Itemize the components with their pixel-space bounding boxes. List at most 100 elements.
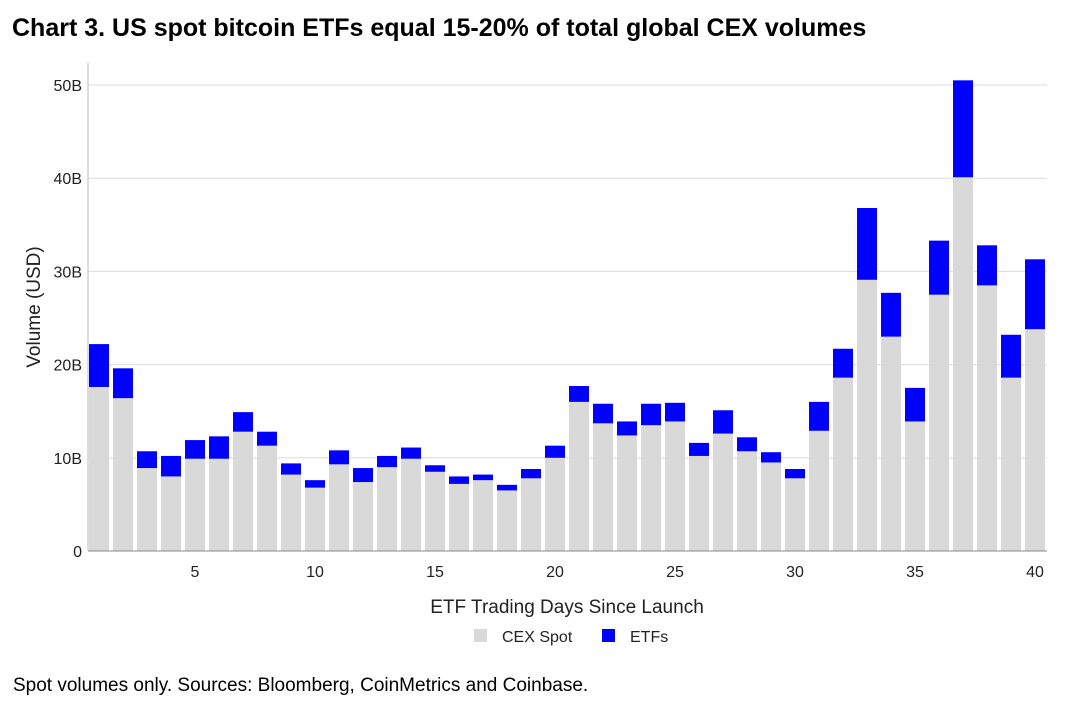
bar-etfs — [161, 455, 181, 477]
bar-etfs — [305, 480, 325, 488]
legend-label: ETFs — [630, 629, 668, 646]
bar-cex-spot — [233, 431, 253, 551]
bar-cex-spot — [209, 458, 229, 551]
bar-etfs — [977, 245, 997, 286]
bar-cex-spot — [833, 377, 853, 551]
y-tick-label: 30B — [54, 264, 82, 281]
bar-etfs — [545, 445, 565, 458]
x-tick-label: 5 — [191, 564, 200, 581]
bar-etfs — [737, 437, 757, 452]
bar-cex-spot — [857, 279, 877, 551]
bar-cex-spot — [257, 445, 277, 551]
bar-cex-spot — [593, 423, 613, 551]
bar-etfs — [641, 403, 661, 426]
bar-etfs — [809, 401, 829, 431]
y-tick-label: 40B — [54, 171, 82, 188]
bar-etfs — [89, 344, 109, 387]
bar-cex-spot — [809, 430, 829, 551]
x-tick-label: 35 — [906, 564, 924, 581]
bar-cex-spot — [113, 398, 133, 551]
bar-cex-spot — [641, 425, 661, 551]
bar-etfs — [329, 450, 349, 465]
y-tick-label: 20B — [54, 358, 82, 375]
x-tick-label: 25 — [666, 564, 684, 581]
bar-etfs — [257, 431, 277, 446]
bar-cex-spot — [569, 401, 589, 551]
legend-swatch — [474, 629, 487, 642]
bar-etfs — [953, 80, 973, 178]
x-tick-label: 40 — [1026, 564, 1044, 581]
bar-cex-spot — [713, 433, 733, 551]
bar-cex-spot — [185, 458, 205, 551]
bar-etfs — [473, 474, 493, 481]
bar-etfs — [137, 451, 157, 469]
bar-etfs — [449, 476, 469, 484]
bar-etfs — [185, 440, 205, 459]
bar-cex-spot — [545, 457, 565, 551]
bar-etfs — [113, 368, 133, 399]
bar-cex-spot — [425, 471, 445, 551]
bar-etfs — [1001, 334, 1021, 378]
bar-cex-spot — [401, 458, 421, 551]
bar-cex-spot — [617, 435, 637, 551]
bar-cex-spot — [689, 455, 709, 551]
bar-cex-spot — [329, 464, 349, 551]
bar-etfs — [761, 452, 781, 463]
bar-cex-spot — [89, 386, 109, 551]
bar-etfs — [713, 410, 733, 434]
bar-etfs — [689, 442, 709, 456]
bar-cex-spot — [737, 451, 757, 551]
x-axis-title: ETF Trading Days Since Launch — [430, 597, 704, 618]
bar-cex-spot — [161, 476, 181, 551]
bar-etfs — [569, 386, 589, 402]
x-tick-label: 20 — [546, 564, 564, 581]
bar-cex-spot — [881, 336, 901, 551]
x-tick-label: 10 — [306, 564, 324, 581]
bar-cex-spot — [929, 294, 949, 551]
bar-cex-spot — [785, 478, 805, 551]
bar-etfs — [665, 402, 685, 422]
bar-cex-spot — [449, 483, 469, 551]
bar-etfs — [617, 421, 637, 436]
bar-etfs — [377, 455, 397, 468]
bar-etfs — [905, 387, 925, 422]
bar-cex-spot — [953, 177, 973, 551]
chart-title: Chart 3. US spot bitcoin ETFs equal 15-2… — [12, 14, 867, 42]
bar-cex-spot — [1025, 329, 1045, 551]
bar-etfs — [521, 468, 541, 479]
bar-etfs — [785, 468, 805, 479]
y-tick-label: 50B — [54, 78, 82, 95]
bar-cex-spot — [761, 462, 781, 551]
bar-cex-spot — [1001, 377, 1021, 551]
bar-cex-spot — [977, 285, 997, 551]
bar-etfs — [593, 403, 613, 424]
bar-cex-spot — [305, 487, 325, 551]
legend-label: CEX Spot — [502, 629, 573, 646]
x-tick-label: 30 — [786, 564, 804, 581]
bar-etfs — [353, 468, 373, 483]
bar-cex-spot — [473, 480, 493, 551]
y-tick-label: 10B — [54, 451, 82, 468]
bar-cex-spot — [353, 482, 373, 551]
legend-swatch — [602, 629, 615, 642]
y-axis-title: Volume (USD) — [24, 246, 45, 367]
bar-etfs — [281, 463, 301, 475]
y-tick-label: 0 — [73, 544, 82, 561]
bar-cex-spot — [377, 467, 397, 551]
bar-cex-spot — [281, 474, 301, 551]
bar-cex-spot — [497, 490, 517, 551]
bar-cex-spot — [905, 421, 925, 551]
bar-cex-spot — [665, 421, 685, 551]
bar-etfs — [497, 484, 517, 491]
bar-etfs — [233, 412, 253, 432]
bar-etfs — [857, 208, 877, 280]
bar-etfs — [929, 240, 949, 295]
bar-cex-spot — [137, 468, 157, 551]
bar-etfs — [881, 292, 901, 337]
bar-etfs — [1025, 259, 1045, 330]
bar-etfs — [425, 465, 445, 472]
bar-cex-spot — [521, 478, 541, 551]
bar-etfs — [833, 348, 853, 378]
x-tick-label: 15 — [426, 564, 444, 581]
bar-etfs — [401, 447, 421, 459]
